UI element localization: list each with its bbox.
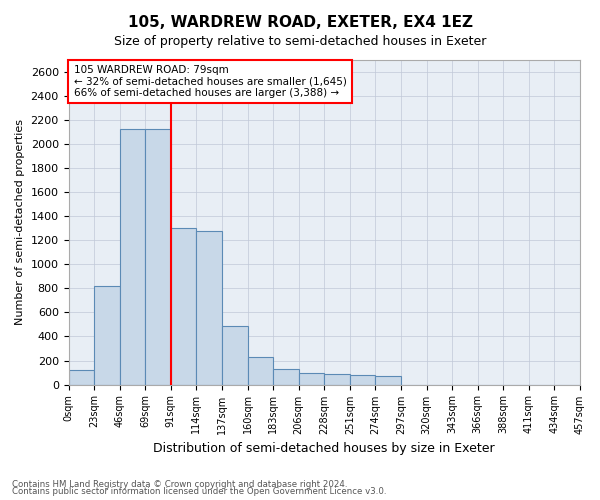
Bar — [350, 375, 376, 384]
Text: Contains HM Land Registry data © Crown copyright and database right 2024.: Contains HM Land Registry data © Crown c… — [12, 480, 347, 489]
Bar — [171, 228, 196, 384]
Bar — [119, 128, 145, 384]
Bar — [222, 326, 248, 384]
Bar — [94, 286, 119, 384]
Text: Contains public sector information licensed under the Open Government Licence v3: Contains public sector information licen… — [12, 487, 386, 496]
Bar — [376, 376, 401, 384]
Bar — [299, 372, 324, 384]
Bar — [196, 230, 222, 384]
Text: 105, WARDREW ROAD, EXETER, EX4 1EZ: 105, WARDREW ROAD, EXETER, EX4 1EZ — [128, 15, 473, 30]
X-axis label: Distribution of semi-detached houses by size in Exeter: Distribution of semi-detached houses by … — [154, 442, 495, 455]
Bar — [68, 370, 94, 384]
Y-axis label: Number of semi-detached properties: Number of semi-detached properties — [15, 120, 25, 326]
Text: 105 WARDREW ROAD: 79sqm
← 32% of semi-detached houses are smaller (1,645)
66% of: 105 WARDREW ROAD: 79sqm ← 32% of semi-de… — [74, 65, 347, 98]
Text: Size of property relative to semi-detached houses in Exeter: Size of property relative to semi-detach… — [114, 35, 486, 48]
Bar — [273, 369, 299, 384]
Bar — [145, 128, 171, 384]
Bar — [324, 374, 350, 384]
Bar — [248, 357, 273, 384]
